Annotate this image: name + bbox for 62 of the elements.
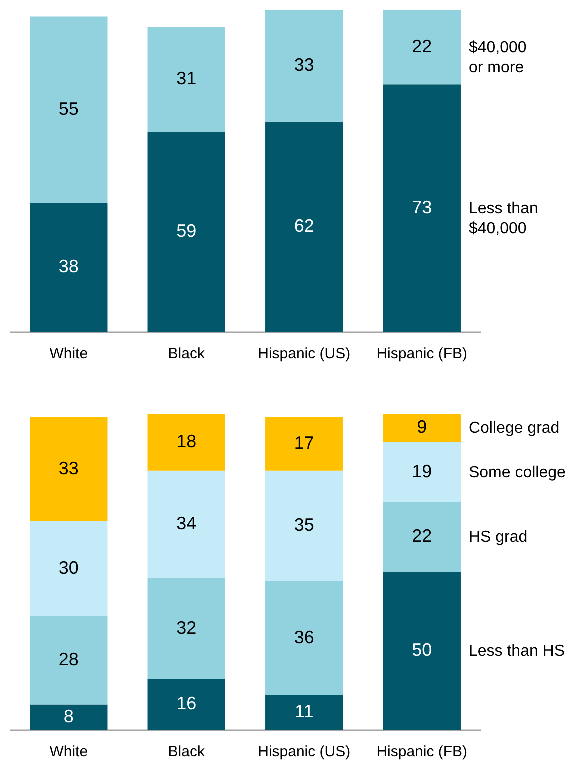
x-tick-label: Black xyxy=(168,346,206,362)
bar xyxy=(383,10,461,85)
data-label: 16 xyxy=(176,694,197,714)
series-label: College grad xyxy=(468,420,560,438)
bar xyxy=(383,502,461,572)
data-label: 19 xyxy=(412,461,432,482)
bar xyxy=(148,578,226,680)
data-label: 35 xyxy=(294,515,314,536)
bar xyxy=(30,417,108,522)
bar xyxy=(266,417,344,471)
x-tick-label: Hispanic (FB) xyxy=(376,346,468,362)
bar xyxy=(148,679,226,730)
data-label: 30 xyxy=(58,558,79,578)
bar xyxy=(266,122,344,332)
data-label: 34 xyxy=(176,514,197,534)
bar xyxy=(148,414,226,471)
data-label: 33 xyxy=(58,458,79,478)
data-label: 32 xyxy=(176,618,197,638)
data-label: 9 xyxy=(417,417,428,438)
x-tick-label: Hispanic (US) xyxy=(258,744,351,760)
x-tick-label: Hispanic (FB) xyxy=(376,744,468,760)
bar xyxy=(266,10,344,122)
bar xyxy=(30,203,108,332)
series-label: $40,000 or more xyxy=(468,39,527,76)
data-label: 55 xyxy=(58,98,79,119)
series-label: HS grad xyxy=(468,529,528,546)
bar xyxy=(383,442,461,502)
data-label: 33 xyxy=(294,54,314,75)
data-label: 31 xyxy=(176,68,197,88)
bar xyxy=(266,581,344,696)
data-label: 22 xyxy=(412,526,432,546)
data-label: 59 xyxy=(176,221,197,242)
bar xyxy=(148,470,226,578)
series-label: Some college xyxy=(468,464,566,482)
data-label: 11 xyxy=(295,702,314,722)
bar xyxy=(383,572,461,730)
data-label: 18 xyxy=(176,431,197,452)
data-label: 62 xyxy=(294,216,314,236)
bar xyxy=(30,616,108,705)
x-tick-label: Hispanic (US) xyxy=(258,346,351,362)
bar xyxy=(383,414,461,442)
bar xyxy=(30,16,108,204)
data-label: 28 xyxy=(58,649,79,670)
data-label: 17 xyxy=(294,433,314,454)
x-tick-label: Black xyxy=(168,744,206,760)
series-label: Less than $40,000 xyxy=(468,200,538,238)
x-tick-label: White xyxy=(50,346,88,362)
data-label: 8 xyxy=(64,706,74,726)
data-label: 36 xyxy=(294,627,314,648)
bar xyxy=(266,695,344,730)
bar xyxy=(383,84,461,332)
bar xyxy=(30,521,108,616)
bar xyxy=(30,704,108,730)
series-label: Less than HS xyxy=(468,643,566,660)
bar xyxy=(148,132,226,332)
data-label: 73 xyxy=(412,197,432,218)
bar xyxy=(148,26,226,132)
x-tick-label: White xyxy=(50,744,88,760)
bar xyxy=(266,470,344,582)
data-label: 22 xyxy=(412,36,432,56)
data-label: 50 xyxy=(412,640,432,660)
data-label: 38 xyxy=(58,256,79,277)
